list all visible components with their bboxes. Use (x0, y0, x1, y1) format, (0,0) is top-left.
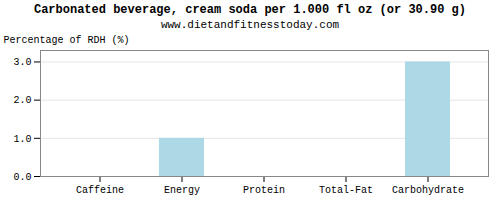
svg-text:2.0: 2.0 (13, 95, 31, 106)
html-text:Carbonated beverage, cream sod: Carbonated beverage, cream soda per 1.00… (34, 3, 466, 17)
svg-text:Carbohydrate: Carbohydrate (392, 185, 464, 196)
html-text:www.dietandfitnesstoday.com: www.dietandfitnesstoday.com (160, 19, 340, 31)
svg-text:1.0: 1.0 (13, 134, 31, 145)
svg-text:Caffeine: Caffeine (76, 185, 124, 196)
svg-text:Total-Fat: Total-Fat (319, 185, 373, 196)
svg-text:3.0: 3.0 (13, 57, 31, 68)
svg-text:Protein: Protein (243, 185, 285, 196)
svg-text:Percentage of RDH (%): Percentage of RDH (%) (4, 35, 130, 46)
svg-text:0.0: 0.0 (13, 172, 31, 183)
svg-text:Energy: Energy (164, 185, 200, 196)
